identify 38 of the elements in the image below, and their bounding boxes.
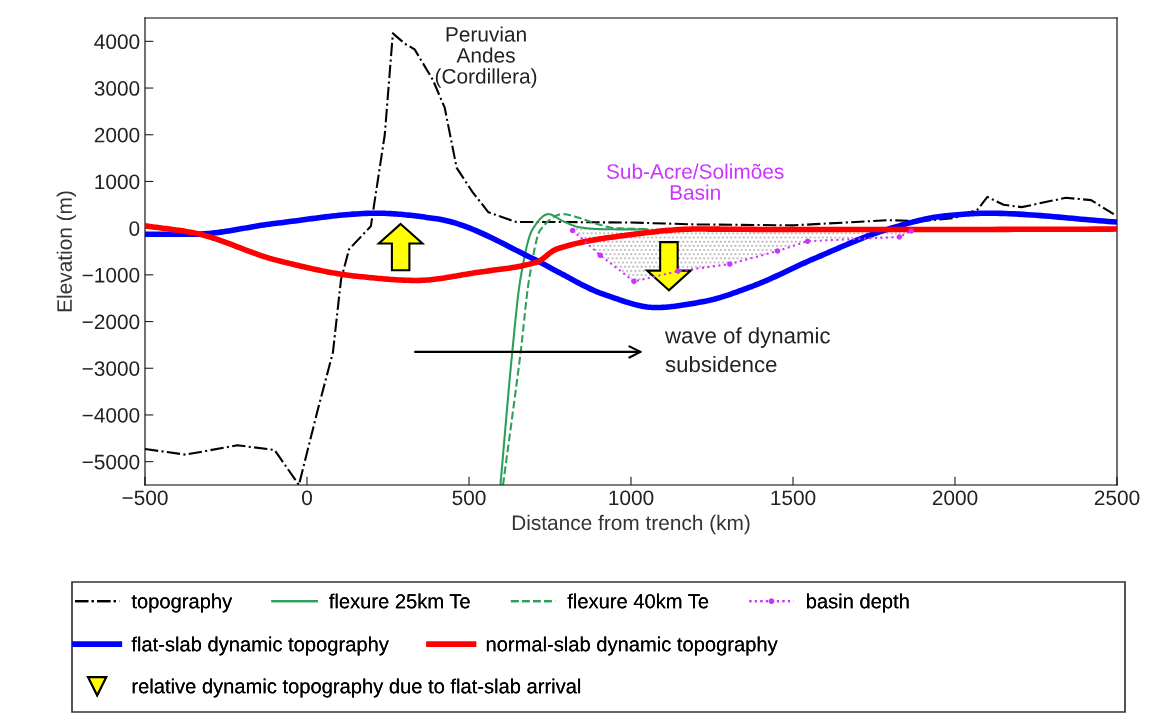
legend-label: basin depth	[807, 593, 909, 613]
legend-label: topography	[131, 593, 233, 613]
legend-label: flat-slab dynamic topography	[131, 636, 389, 656]
x-tick-label: 1000	[609, 490, 654, 506]
legend-label: normal-slab dynamic topography	[486, 636, 778, 656]
y-tick-label: −4000	[82, 407, 140, 423]
y-tick-label: 1000	[95, 174, 140, 190]
y-tick-label: 0	[129, 221, 140, 236]
y-tick-label: 2000	[94, 127, 140, 143]
y-tick-label: 4000	[94, 34, 140, 50]
x-tick-label: 1500	[771, 490, 816, 506]
legend-label: flexure 25km Te	[329, 593, 470, 609]
point	[631, 278, 637, 285]
y-tick-label: −3000	[82, 361, 140, 376]
annotation: wave of dynamic subsidence	[664, 327, 830, 373]
x-tick-label: 0	[302, 490, 312, 506]
x-axis-title: Distance from trench (km)	[512, 514, 750, 535]
y-tick-label: −2000	[82, 314, 140, 330]
point	[896, 234, 903, 240]
x-tick-label: 500	[452, 490, 486, 506]
x-tick-label: −500	[122, 490, 168, 506]
y-tick-label: 3000	[94, 81, 140, 96]
point	[569, 227, 576, 234]
annotation: Sub-Acre/Solimões Basin	[606, 163, 784, 200]
x-tick-label: 2500	[1094, 490, 1140, 506]
y-axis-title: Elevation (m)	[56, 191, 77, 312]
annotation: Peruvian Andes (Cordillera)	[435, 26, 537, 88]
x-tick-label: 2000	[932, 490, 978, 506]
y-tick-label: −1000	[82, 267, 140, 283]
point	[908, 228, 915, 234]
legend-label: flexure 40km Te	[567, 593, 709, 609]
point	[675, 268, 681, 274]
point	[804, 238, 811, 245]
y-tick-label: −5000	[82, 454, 140, 470]
point	[727, 261, 733, 267]
point	[774, 248, 781, 254]
legend-label: relative dynamic topography due to flat-slab arrival	[132, 678, 581, 698]
point	[597, 252, 603, 259]
